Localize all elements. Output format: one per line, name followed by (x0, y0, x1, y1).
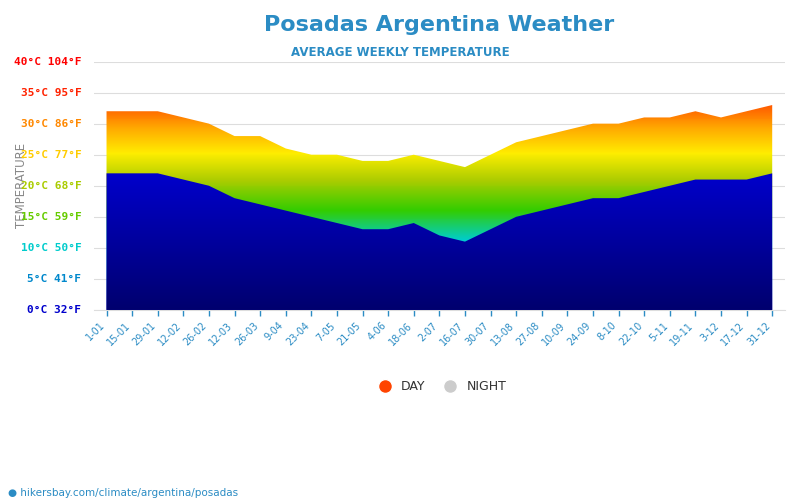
Text: 15°C 59°F: 15°C 59°F (21, 212, 82, 222)
Legend: DAY, NIGHT: DAY, NIGHT (367, 375, 511, 398)
Text: 30°C 86°F: 30°C 86°F (21, 118, 82, 128)
Text: ● hikersbay.com/climate/argentina/posadas: ● hikersbay.com/climate/argentina/posada… (8, 488, 238, 498)
Text: 25°C 77°F: 25°C 77°F (21, 150, 82, 160)
Y-axis label: TEMPERATURE: TEMPERATURE (15, 143, 28, 228)
Text: 35°C 95°F: 35°C 95°F (21, 88, 82, 98)
Text: AVERAGE WEEKLY TEMPERATURE: AVERAGE WEEKLY TEMPERATURE (290, 46, 510, 59)
Text: 40°C 104°F: 40°C 104°F (14, 56, 82, 66)
Text: 10°C 50°F: 10°C 50°F (21, 243, 82, 253)
Text: 5°C 41°F: 5°C 41°F (27, 274, 82, 284)
Text: 0°C 32°F: 0°C 32°F (27, 305, 82, 315)
Title: Posadas Argentina Weather: Posadas Argentina Weather (264, 15, 614, 35)
Text: 20°C 68°F: 20°C 68°F (21, 181, 82, 191)
